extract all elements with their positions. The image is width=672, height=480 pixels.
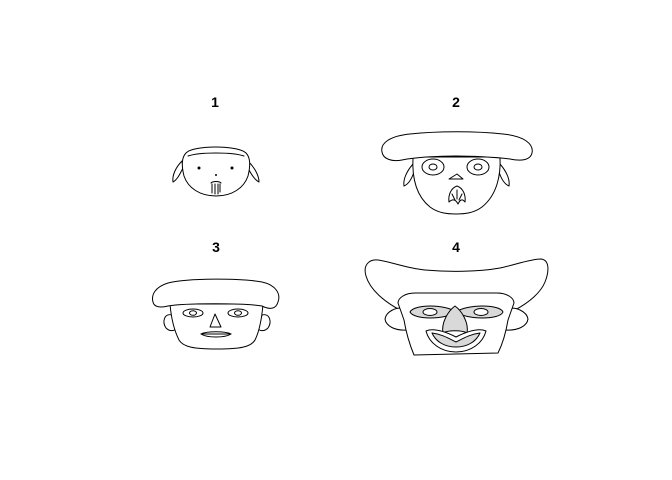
face-1-right-ear bbox=[247, 160, 260, 183]
face-2-right-ear bbox=[498, 163, 510, 187]
face-3-hat-brim bbox=[152, 278, 280, 309]
face-panel-4: 4 bbox=[364, 239, 549, 356]
face-1-hairline bbox=[187, 152, 245, 157]
face-2-teeth bbox=[451, 189, 463, 201]
face-4-mouth-teeth bbox=[431, 332, 481, 348]
face-3-nose bbox=[209, 313, 222, 328]
face-4-right-ear bbox=[504, 307, 529, 331]
face-1-head bbox=[181, 146, 251, 197]
face-1-nose bbox=[215, 174, 217, 176]
face-4-right-eye bbox=[473, 308, 489, 316]
face-panel-2: 2 bbox=[381, 94, 533, 215]
face-4-left-eye bbox=[422, 308, 438, 316]
panel-label-4: 4 bbox=[452, 239, 460, 255]
face-4-nose bbox=[442, 305, 468, 334]
face-panel-3: 3 bbox=[152, 239, 280, 350]
face-panel-1: 1 bbox=[172, 94, 260, 197]
face-1-beard bbox=[210, 181, 222, 195]
panel-label-3: 3 bbox=[212, 239, 220, 255]
face-2-left-ear bbox=[403, 163, 415, 187]
face-1-left-eye bbox=[197, 166, 201, 170]
face-3-left-eye bbox=[189, 310, 197, 316]
panel-label-1: 1 bbox=[211, 94, 219, 110]
face-2-left-eye bbox=[428, 163, 438, 171]
face-2-nose bbox=[448, 173, 464, 180]
face-3-right-eye bbox=[234, 310, 242, 316]
face-1-left-ear bbox=[172, 160, 184, 183]
face-1-right-eye bbox=[230, 166, 234, 170]
face-2-hat-brim bbox=[381, 131, 533, 162]
panel-label-2: 2 bbox=[452, 94, 460, 110]
face-2-right-eye bbox=[473, 163, 483, 171]
